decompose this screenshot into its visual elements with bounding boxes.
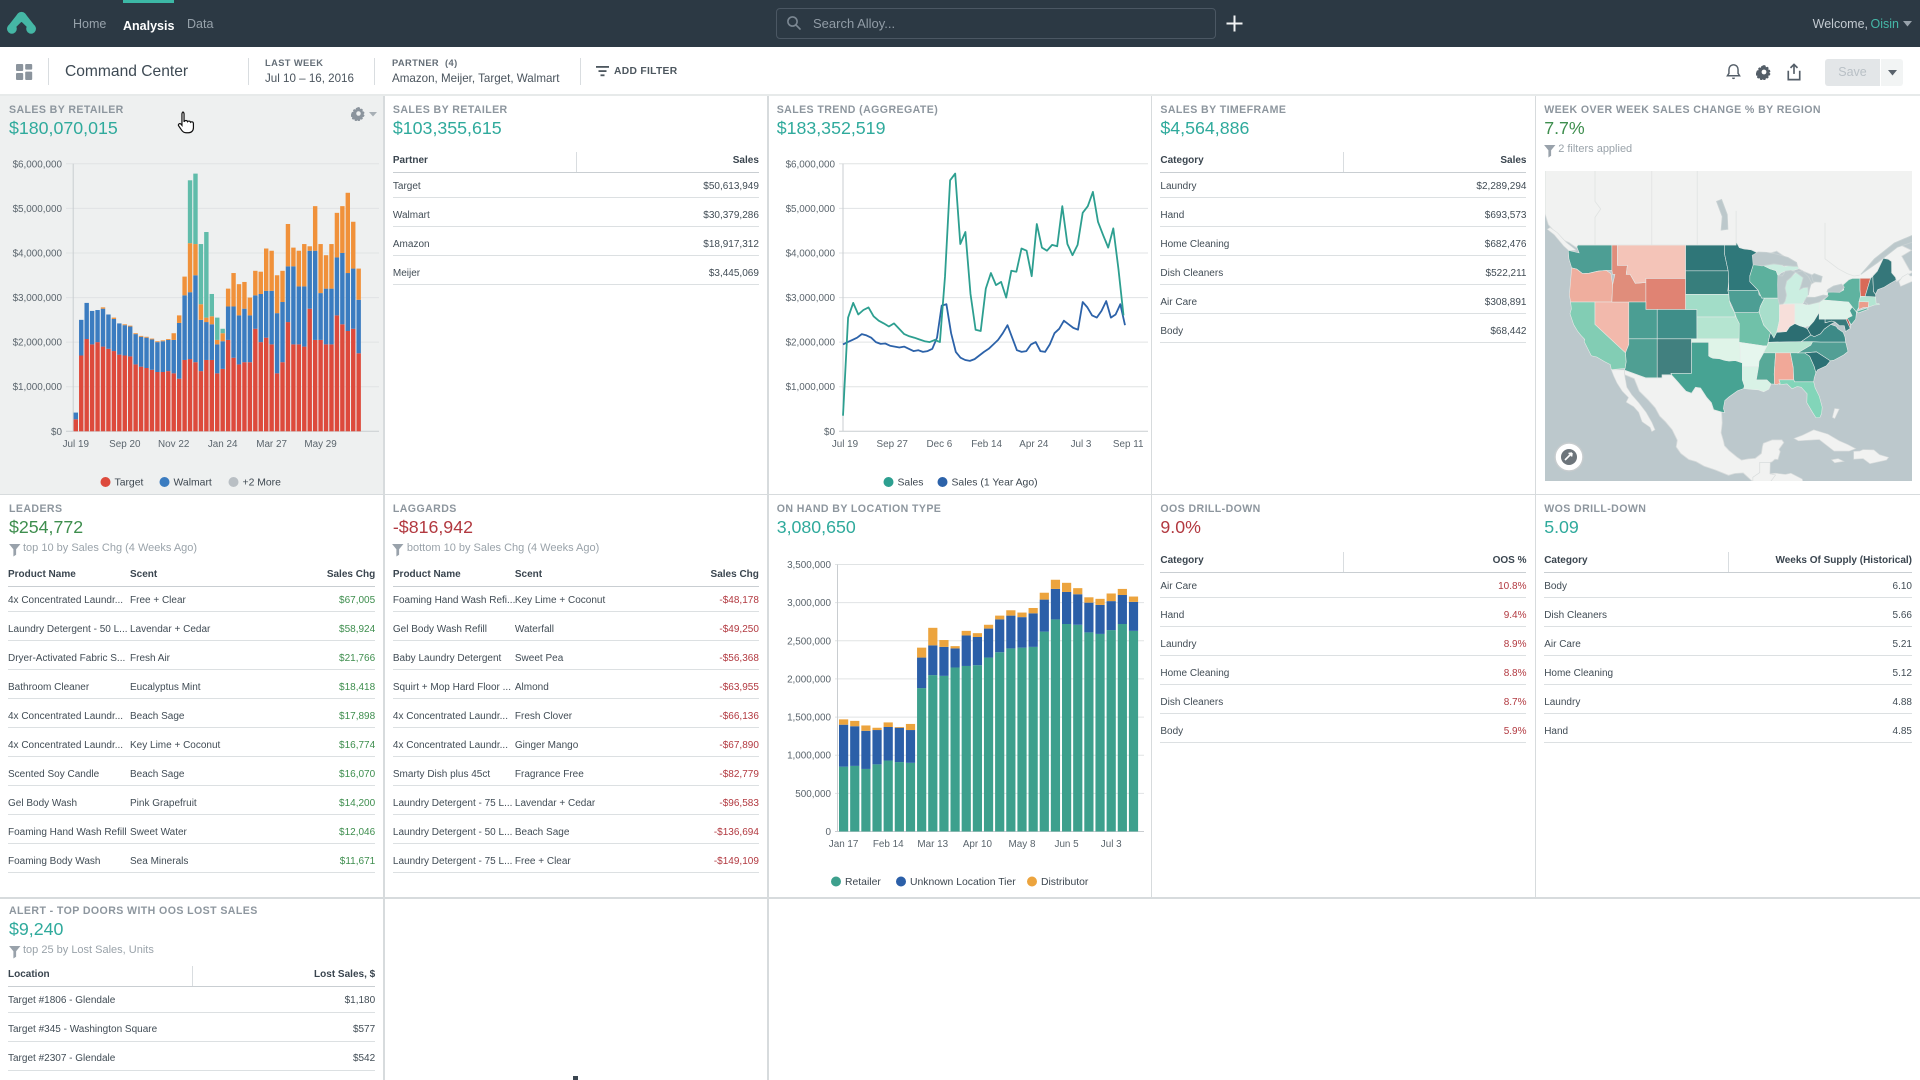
svg-text:Unknown Location Tier: Unknown Location Tier (910, 877, 1016, 888)
svg-text:Apr 24: Apr 24 (1019, 439, 1049, 450)
svg-text:1,500,000: 1,500,000 (787, 713, 831, 724)
svg-text:Sales: Sales (897, 478, 923, 489)
svg-text:Sep 20: Sep 20 (109, 439, 141, 450)
svg-text:$4,000,000: $4,000,000 (785, 249, 835, 260)
svg-text:3,000,000: 3,000,000 (787, 598, 831, 609)
svg-text:Jul 19: Jul 19 (832, 439, 859, 450)
svg-text:$0: $0 (824, 427, 835, 438)
svg-text:Jul 3: Jul 3 (1100, 839, 1121, 850)
svg-text:2,500,000: 2,500,000 (787, 636, 831, 647)
svg-text:Apr 10: Apr 10 (963, 839, 993, 850)
svg-text:$2,000,000: $2,000,000 (13, 338, 63, 349)
svg-text:Mar 13: Mar 13 (917, 839, 948, 850)
svg-text:500,000: 500,000 (795, 789, 831, 800)
svg-text:0: 0 (825, 827, 831, 838)
svg-text:3,500,000: 3,500,000 (787, 560, 831, 571)
svg-text:Retailer: Retailer (845, 877, 881, 888)
svg-text:Feb 14: Feb 14 (873, 839, 904, 850)
svg-text:$2,000,000: $2,000,000 (785, 338, 835, 349)
svg-text:May 29: May 29 (304, 439, 337, 450)
svg-text:Jul 3: Jul 3 (1070, 439, 1091, 450)
svg-text:Jul 19: Jul 19 (63, 439, 90, 450)
svg-text:Jan 17: Jan 17 (828, 839, 858, 850)
svg-text:$5,000,000: $5,000,000 (13, 204, 63, 215)
svg-text:$3,000,000: $3,000,000 (13, 293, 63, 304)
svg-text:$1,000,000: $1,000,000 (13, 382, 63, 393)
svg-text:2,000,000: 2,000,000 (787, 674, 831, 685)
svg-text:+2 More: +2 More (243, 478, 282, 489)
svg-text:Dec 6: Dec 6 (926, 439, 952, 450)
svg-text:1,000,000: 1,000,000 (787, 751, 831, 762)
svg-text:$5,000,000: $5,000,000 (785, 204, 835, 215)
svg-text:$6,000,000: $6,000,000 (785, 159, 835, 170)
svg-text:$6,000,000: $6,000,000 (13, 159, 63, 170)
svg-text:Walmart: Walmart (174, 478, 212, 489)
svg-text:Sep 11: Sep 11 (1113, 439, 1144, 450)
svg-text:Feb 14: Feb 14 (971, 439, 1002, 450)
svg-text:Sep 27: Sep 27 (876, 439, 907, 450)
svg-text:$1,000,000: $1,000,000 (785, 382, 835, 393)
svg-text:Sales (1 Year Ago): Sales (1 Year Ago) (951, 478, 1037, 489)
svg-text:Nov 22: Nov 22 (158, 439, 189, 450)
svg-text:Mar 27: Mar 27 (256, 439, 287, 450)
svg-text:Distributor: Distributor (1041, 877, 1089, 888)
svg-text:$4,000,000: $4,000,000 (13, 249, 63, 260)
svg-text:$0: $0 (51, 427, 62, 438)
svg-text:May 8: May 8 (1008, 839, 1035, 850)
svg-text:Jan 24: Jan 24 (208, 439, 238, 450)
svg-text:$3,000,000: $3,000,000 (785, 293, 835, 304)
svg-text:Jun 5: Jun 5 (1054, 839, 1079, 850)
svg-text:Target: Target (115, 478, 144, 489)
